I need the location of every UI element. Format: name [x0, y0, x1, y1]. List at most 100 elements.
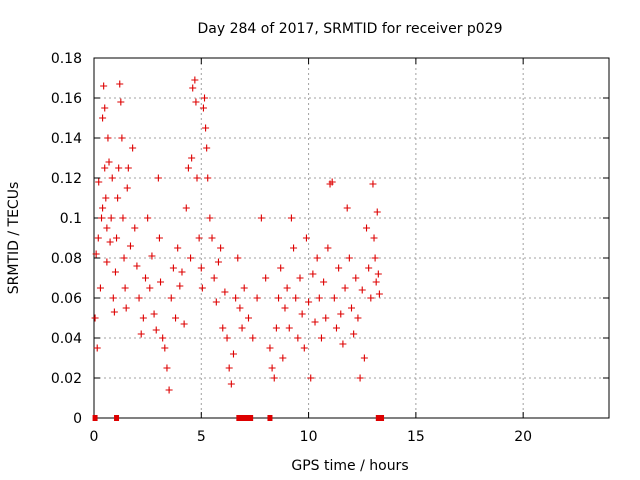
x-tick-labels: 0 5 10 15 20 — [90, 429, 533, 445]
data-point — [305, 298, 313, 306]
data-point — [135, 294, 143, 302]
data-point — [281, 304, 289, 312]
data-point — [114, 194, 122, 202]
y-tick-label: 0.16 — [51, 91, 82, 107]
data-point — [131, 224, 139, 232]
data-point — [116, 80, 124, 88]
y-tick-label: 0.12 — [51, 171, 82, 187]
data-point — [372, 278, 380, 286]
data-point — [302, 234, 310, 242]
data-point — [332, 324, 340, 332]
data-point — [300, 344, 308, 352]
data-point — [96, 284, 104, 292]
data-point — [249, 334, 257, 342]
data-point — [180, 320, 188, 328]
data-point — [320, 278, 328, 286]
data-point — [98, 214, 106, 222]
data-points — [91, 76, 385, 421]
zero-point — [248, 415, 254, 421]
data-point — [137, 330, 145, 338]
data-point — [311, 318, 319, 326]
data-point — [122, 304, 130, 312]
x-tick-label: 0 — [90, 429, 99, 445]
data-point — [121, 284, 129, 292]
data-point — [103, 224, 111, 232]
data-point — [197, 264, 205, 272]
zero-point — [92, 415, 98, 421]
data-point — [341, 284, 349, 292]
data-point — [203, 144, 211, 152]
data-point — [165, 386, 173, 394]
data-point — [212, 298, 220, 306]
data-point — [169, 264, 177, 272]
data-point — [129, 144, 137, 152]
data-point — [192, 98, 200, 106]
data-point — [106, 238, 114, 246]
data-point — [328, 178, 336, 186]
data-point — [270, 374, 278, 382]
data-point — [206, 214, 214, 222]
data-point — [285, 324, 293, 332]
data-point — [257, 214, 265, 222]
data-point — [174, 244, 182, 252]
data-point — [188, 154, 196, 162]
data-point — [118, 134, 126, 142]
data-point — [339, 340, 347, 348]
data-point — [189, 84, 197, 92]
data-point — [363, 224, 371, 232]
data-point — [352, 274, 360, 282]
data-point — [123, 184, 131, 192]
data-point — [111, 268, 119, 276]
data-point — [101, 104, 109, 112]
data-point — [117, 98, 125, 106]
data-point — [108, 174, 116, 182]
data-point — [167, 294, 175, 302]
data-point — [296, 274, 304, 282]
y-tick-label: 0.08 — [51, 251, 82, 267]
data-point — [343, 204, 351, 212]
data-point — [375, 290, 383, 298]
data-point — [91, 314, 99, 322]
data-point — [317, 334, 325, 342]
data-point — [217, 244, 225, 252]
data-point — [101, 164, 109, 172]
data-point — [92, 250, 100, 258]
data-point — [95, 178, 103, 186]
data-point — [307, 374, 315, 382]
data-point — [371, 254, 379, 262]
data-point — [313, 254, 321, 262]
x-tick-label: 20 — [514, 429, 532, 445]
data-point — [219, 324, 227, 332]
data-point — [102, 194, 110, 202]
grid-lines — [94, 58, 609, 418]
data-point — [100, 82, 108, 90]
data-point — [193, 174, 201, 182]
data-point — [335, 264, 343, 272]
data-point — [195, 234, 203, 242]
data-point — [94, 234, 102, 242]
data-point — [161, 344, 169, 352]
data-point — [365, 264, 373, 272]
data-point — [374, 270, 382, 278]
data-point — [370, 234, 378, 242]
data-point — [275, 294, 283, 302]
data-point — [154, 174, 162, 182]
data-point — [245, 314, 252, 322]
data-point — [277, 264, 285, 272]
data-point — [142, 274, 149, 282]
data-point — [124, 164, 132, 172]
data-point — [229, 350, 237, 358]
data-point — [126, 242, 134, 250]
data-point — [225, 364, 233, 372]
data-point — [104, 134, 112, 142]
data-point — [240, 284, 248, 292]
data-point — [350, 330, 358, 338]
data-point — [150, 310, 158, 318]
plot-frame — [93, 57, 610, 419]
data-point — [187, 254, 195, 262]
data-point — [105, 158, 113, 166]
data-point — [373, 208, 381, 216]
y-tick-label: 0.14 — [51, 131, 82, 147]
data-point — [367, 294, 375, 302]
